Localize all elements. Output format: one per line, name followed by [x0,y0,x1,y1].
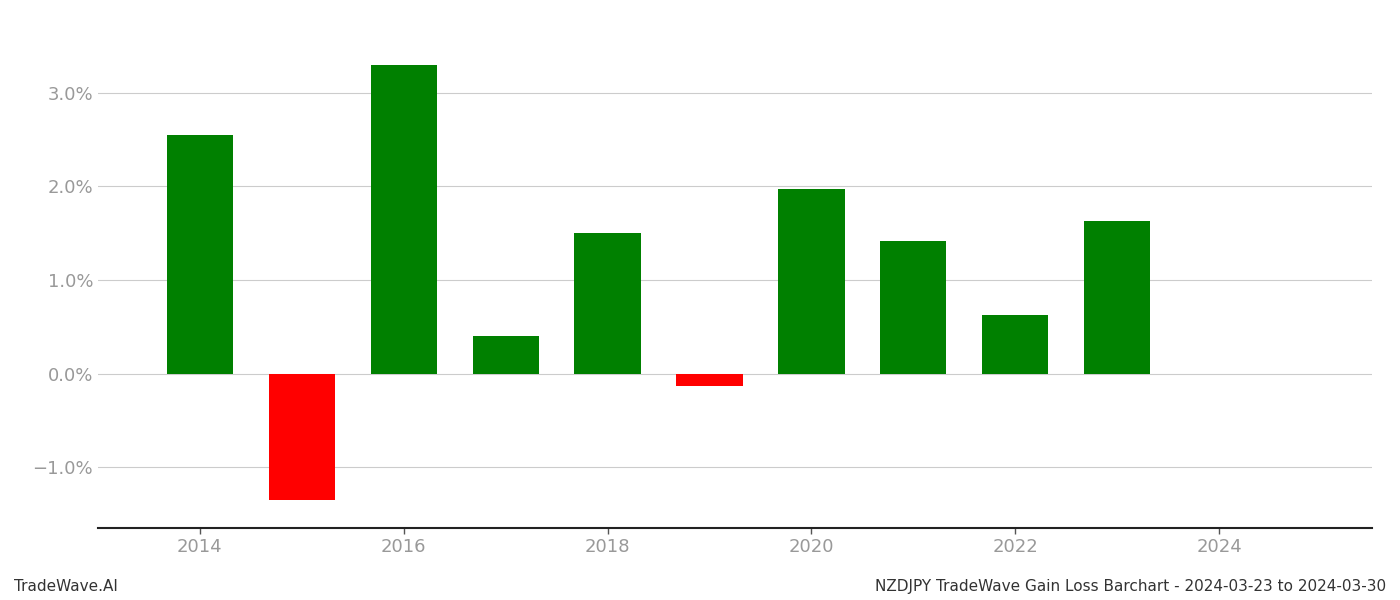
Text: NZDJPY TradeWave Gain Loss Barchart - 2024-03-23 to 2024-03-30: NZDJPY TradeWave Gain Loss Barchart - 20… [875,579,1386,594]
Bar [676,374,742,386]
Bar [1084,221,1151,374]
Bar [473,336,539,374]
Bar [983,314,1049,374]
Bar [778,189,844,374]
Bar [574,233,641,374]
Text: TradeWave.AI: TradeWave.AI [14,579,118,594]
Bar [371,65,437,374]
Bar [167,135,232,374]
Bar [269,374,335,500]
Bar [881,241,946,374]
